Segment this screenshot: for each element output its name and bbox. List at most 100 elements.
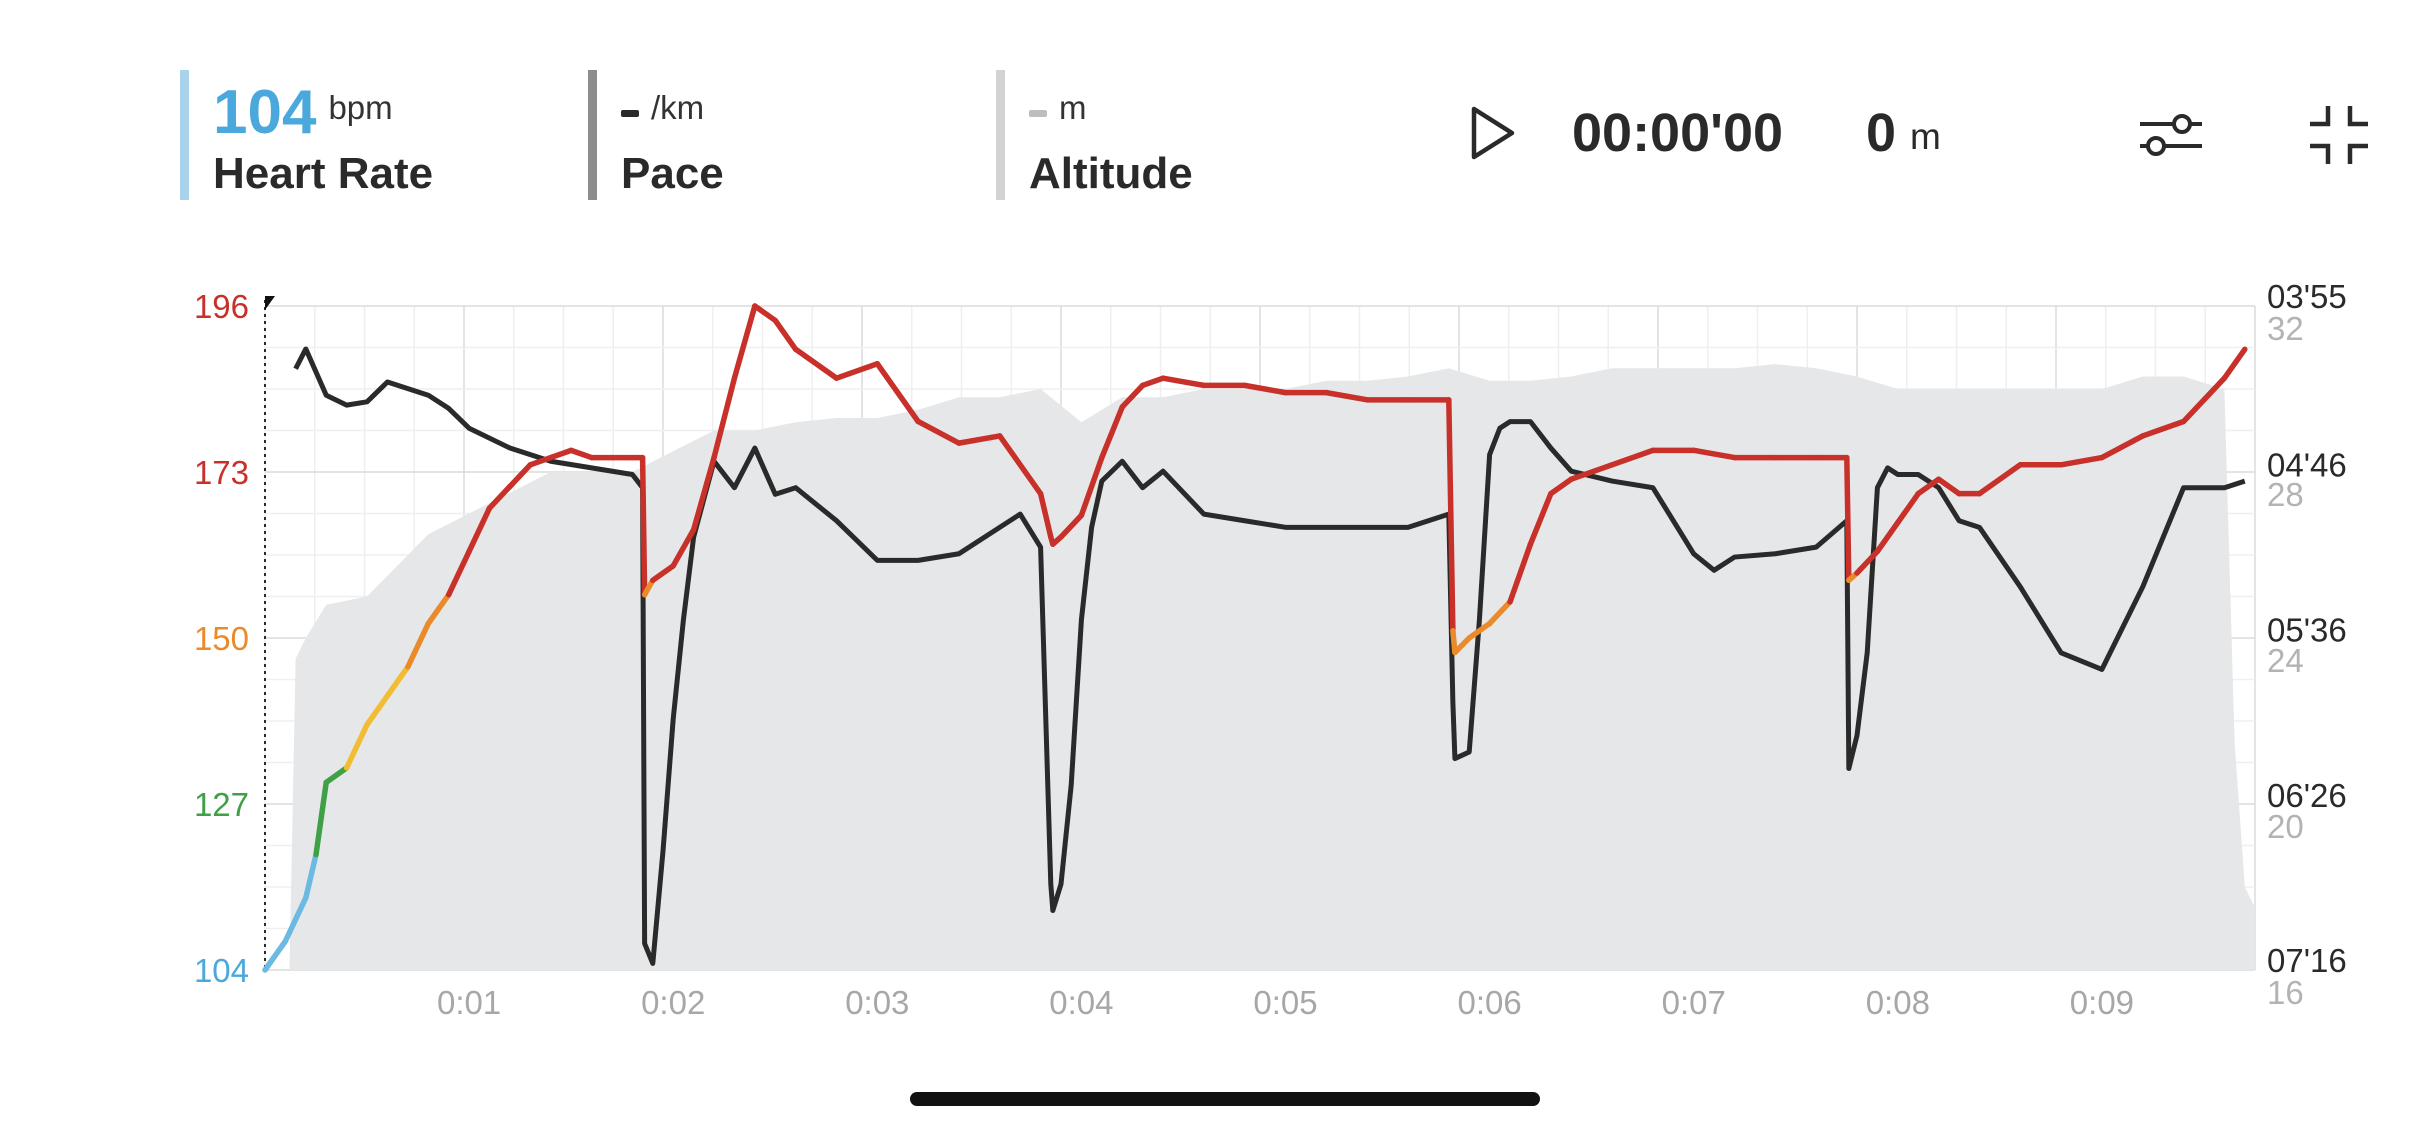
- heart-rate-series-segment: [1690, 447, 1738, 461]
- time-tick-label: 0:04: [1049, 984, 1113, 1021]
- heart-rate-series-segment: [997, 433, 1044, 497]
- altitude-label: Altitude: [1029, 149, 1193, 198]
- heart-rate-unit: bpm: [328, 89, 393, 126]
- heart-rate-series-segment: [1160, 375, 1207, 389]
- collapse-icon[interactable]: [2308, 104, 2370, 166]
- workout-chart[interactable]: 196 173 150 127 104 03'55 04'46 05'36 06'26 07'16…: [0, 270, 2436, 1030]
- heart-rate-series-segment: [690, 454, 717, 533]
- heart-rate-series-segment: [1241, 382, 1289, 396]
- heart-rate-series-segment: [425, 591, 452, 627]
- altitude-tick-label: 32: [2267, 310, 2304, 347]
- heart-rate-series-segment: [1976, 462, 2024, 497]
- heart-rate-series-segment: [772, 317, 799, 353]
- heart-rate-series-segment: [1486, 599, 1513, 627]
- pace-tick-label: 03'55: [2267, 278, 2347, 315]
- heart-rate-series-segment: [282, 895, 309, 944]
- pace-tick-label: 06'26: [2267, 777, 2347, 814]
- time-tick-label: 0:02: [641, 984, 705, 1021]
- time-tick-label: 0:08: [1866, 984, 1930, 1021]
- heart-rate-number: 104: [213, 78, 317, 147]
- heart-rate-series-segment: [1844, 454, 1852, 584]
- time-tick-label: 0:01: [437, 984, 501, 1021]
- start-marker: [265, 296, 275, 310]
- heart-rate-series-segment: [670, 526, 697, 569]
- altitude-tick-label: 16: [2267, 974, 2304, 1011]
- sliders-icon[interactable]: [2138, 112, 2204, 158]
- time-tick-label: 0:03: [845, 984, 909, 1021]
- heart-rate-value: 104 bpm: [213, 72, 393, 149]
- altitude-empty-dash: [1029, 110, 1047, 117]
- heart-rate-series-segment: [1037, 490, 1054, 540]
- heart-rate-series-segment: [1548, 476, 1575, 497]
- home-indicator[interactable]: [910, 1092, 1540, 1106]
- time-tick-label: 0:05: [1253, 984, 1317, 1021]
- altitude-tick-label: 24: [2267, 642, 2304, 679]
- altitude-area: [289, 364, 2255, 971]
- heart-rate-series-segment: [262, 938, 289, 973]
- heart-rate-series-segment: [547, 447, 574, 461]
- heart-rate-series-segment: [915, 418, 962, 446]
- heart-rate-series-segment: [1874, 519, 1901, 555]
- heart-rate-series-segment: [405, 620, 432, 670]
- hr-tick-label: 127: [194, 786, 249, 823]
- heart-rate-series-segment: [711, 375, 738, 461]
- hr-tick-label: 196: [194, 288, 249, 325]
- distance-value: 0: [1866, 103, 1897, 163]
- heart-rate-series-segment: [1935, 476, 1962, 497]
- heart-rate-series-segment: [364, 692, 391, 728]
- heart-rate-series-segment: [1568, 462, 1615, 482]
- play-icon[interactable]: [1470, 105, 1516, 161]
- heart-rate-series-segment: [731, 303, 758, 381]
- pace-unit: /km: [651, 89, 705, 126]
- heart-rate-series-segment: [384, 664, 411, 699]
- time-tick-label: 0:09: [2070, 984, 2134, 1021]
- time-tick-label: 0:06: [1457, 984, 1521, 1021]
- heart-rate-series-segment: [1915, 476, 1942, 497]
- heart-rate-series-segment: [466, 505, 493, 555]
- heart-rate-series-segment: [1323, 389, 1370, 403]
- heart-rate-series-segment: [1078, 454, 1105, 519]
- heart-rate-series-segment: [650, 563, 676, 584]
- heart-rate-series-segment: [1450, 628, 1458, 656]
- hr-tick-label: 173: [194, 454, 249, 491]
- heart-rate-series-segment: [1446, 397, 1456, 634]
- pace-tick-label: 05'36: [2267, 612, 2347, 649]
- heart-rate-series-segment: [2139, 418, 2187, 439]
- heart-rate-series-segment: [1099, 404, 1125, 461]
- altitude-value: m: [1029, 72, 1087, 149]
- altitude-tick-label: 28: [2267, 476, 2304, 513]
- heart-rate-series-segment: [445, 548, 472, 598]
- heart-rate-series-segment: [639, 454, 648, 598]
- altitude-unit: m: [1059, 89, 1087, 126]
- heart-rate-series-segment: [527, 454, 554, 468]
- heart-rate-series-segment: [1452, 635, 1472, 656]
- pace-tick-label: 07'16: [2267, 942, 2347, 979]
- heart-rate-series-segment: [874, 360, 921, 425]
- hr-tick-label: 150: [194, 620, 249, 657]
- heart-rate-series-segment: [313, 779, 329, 858]
- distance-unit: m: [1910, 116, 1941, 157]
- heart-rate-series-segment: [1466, 620, 1493, 641]
- heart-rate-series-segment: [1609, 447, 1656, 468]
- heart-rate-series-segment: [1527, 490, 1554, 547]
- heart-rate-series-segment: [343, 721, 370, 771]
- altitude-tick-label: 20: [2267, 808, 2304, 845]
- heart-rate-label: Heart Rate: [213, 149, 434, 198]
- heart-rate-series-segment: [507, 462, 534, 490]
- heart-rate-series-segment: [1119, 382, 1146, 410]
- heart-rate-series-segment: [2058, 454, 2105, 468]
- pace-bar: [588, 70, 597, 200]
- altitude-bar: [996, 70, 1005, 200]
- heart-rate-series-segment: [2221, 346, 2248, 381]
- pace-label: Pace: [621, 149, 724, 198]
- time-tick-label: 0:07: [1662, 984, 1726, 1021]
- heart-rate-series-segment: [1139, 375, 1166, 389]
- heart-rate-bar: [180, 70, 189, 200]
- heart-rate-series-segment: [2180, 375, 2228, 425]
- pace-tick-label: 04'46: [2267, 446, 2347, 483]
- hr-tick-label: 104: [194, 952, 249, 989]
- heart-rate-series-segment: [2099, 433, 2146, 461]
- heart-rate-series-segment: [568, 447, 595, 461]
- heart-rate-series-segment: [303, 851, 319, 901]
